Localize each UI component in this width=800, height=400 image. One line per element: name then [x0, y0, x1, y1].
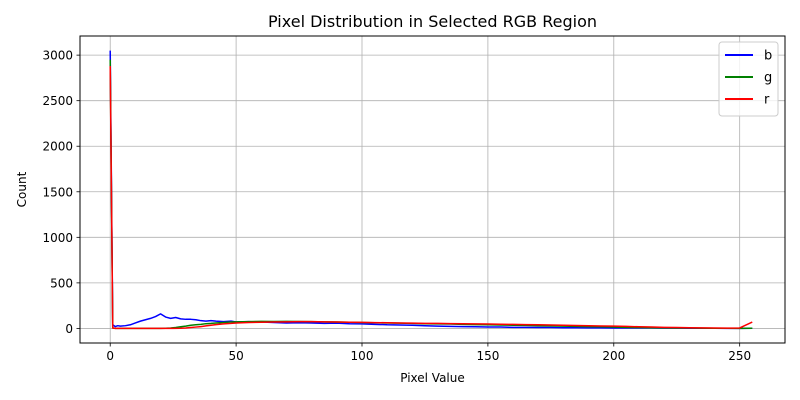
y-tick-label: 2000 — [42, 140, 73, 154]
x-tick-label: 0 — [106, 349, 114, 363]
series-line-b — [109, 50, 753, 330]
x-tick-label: 50 — [228, 349, 243, 363]
legend-box — [718, 41, 779, 117]
x-axis-label: Pixel Value — [400, 371, 465, 385]
series-lines — [109, 50, 753, 330]
plot-frame — [79, 35, 786, 344]
x-tick-label: 100 — [351, 349, 374, 363]
y-tick-label: 500 — [50, 276, 73, 290]
x-tick-label: 250 — [728, 349, 751, 363]
chart-title: Pixel Distribution in Selected RGB Regio… — [268, 12, 597, 31]
legend: bgr — [718, 41, 779, 117]
series-line-r — [109, 66, 753, 330]
y-axis-label: Count — [15, 171, 29, 207]
x-tick-label: 200 — [602, 349, 625, 363]
y-tick-label: 2500 — [42, 94, 73, 108]
legend-label-r: r — [764, 93, 770, 108]
legend-label-g: g — [764, 71, 772, 86]
y-tick-label: 1500 — [42, 185, 73, 199]
x-tick-label: 150 — [476, 349, 499, 363]
y-tick-label: 0 — [65, 322, 73, 336]
legend-label-b: b — [764, 49, 772, 64]
y-tick-label: 3000 — [42, 49, 73, 63]
y-tick-label: 1000 — [42, 231, 73, 245]
